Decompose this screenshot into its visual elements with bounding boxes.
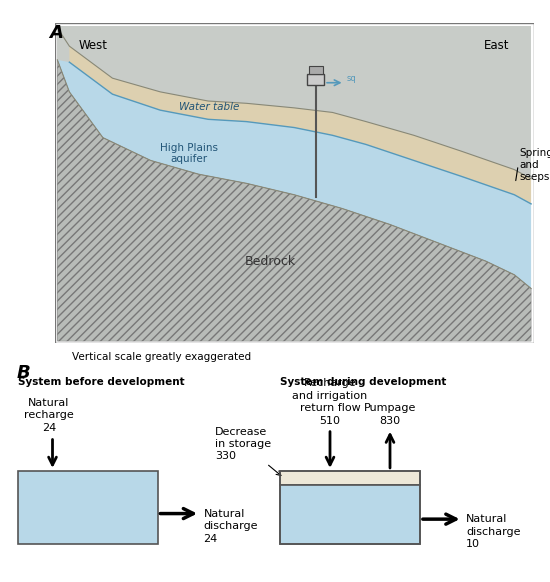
Text: sq: sq — [347, 74, 356, 83]
Text: B: B — [16, 364, 30, 382]
Bar — [280, 471, 420, 485]
Text: East: East — [484, 40, 509, 52]
Text: A: A — [50, 24, 63, 42]
Text: Recharge
and irrigation
return flow
510: Recharge and irrigation return flow 510 — [293, 378, 367, 425]
Text: Springs
and
seeps: Springs and seeps — [519, 148, 550, 182]
Text: System before development: System before development — [18, 377, 184, 386]
Text: Natural
recharge
24: Natural recharge 24 — [24, 398, 74, 433]
Text: West: West — [79, 40, 108, 52]
Polygon shape — [69, 46, 531, 204]
Bar — [307, 73, 324, 85]
Text: Pumpage
830: Pumpage 830 — [364, 403, 416, 425]
Text: System during development: System during development — [280, 377, 447, 386]
Text: Vertical scale greatly exaggerated: Vertical scale greatly exaggerated — [72, 352, 251, 362]
Text: Decrease
in storage
330: Decrease in storage 330 — [215, 427, 281, 475]
Bar — [280, 485, 420, 544]
Text: Water table: Water table — [179, 102, 240, 112]
Text: Bedrock: Bedrock — [245, 254, 296, 268]
Polygon shape — [57, 60, 531, 289]
Bar — [309, 66, 323, 73]
Bar — [18, 471, 157, 544]
Text: High Plains
aquifer: High Plains aquifer — [160, 143, 218, 164]
Bar — [280, 471, 420, 544]
Text: Natural
discharge
24: Natural discharge 24 — [204, 509, 258, 544]
Polygon shape — [57, 60, 531, 341]
Text: Natural
discharge
10: Natural discharge 10 — [466, 514, 520, 549]
